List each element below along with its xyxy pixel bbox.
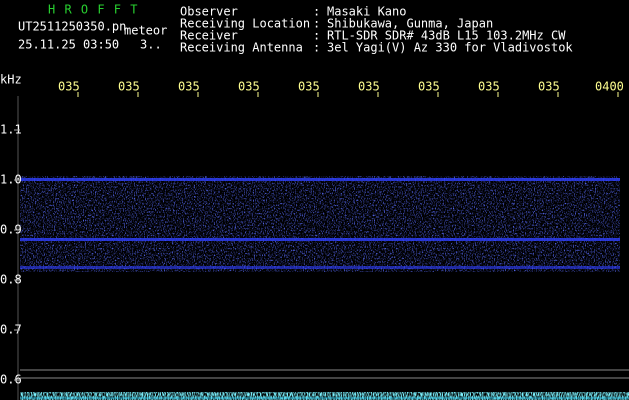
signal-trace [20, 392, 629, 400]
info-value: RTL-SDR SDR# 43dB L15 103.2MHz CW [327, 29, 566, 43]
noise-band [20, 176, 620, 272]
mode: meteor [124, 24, 167, 38]
info-separator: : [313, 41, 320, 55]
time-label: 035 [418, 80, 440, 94]
time-label: 035 [358, 80, 380, 94]
file-name: UT2511250350.pn [18, 20, 126, 34]
info-separator: : [313, 29, 320, 43]
carrier-line [20, 238, 620, 241]
frequency-label: 1.1 [0, 123, 22, 137]
time-label: 035 [178, 80, 200, 94]
time-label: 0400 [595, 80, 624, 94]
info-label: Receiver [180, 29, 238, 43]
frequency-label: 1.0 [0, 173, 22, 187]
frequency-label: 0.9 [0, 223, 22, 237]
time-label: 035 [538, 80, 560, 94]
frequency-label: 0.6 [0, 373, 22, 387]
time-label: 035 [118, 80, 140, 94]
info-label: Receiving Location [180, 17, 310, 31]
datetime: 25.11.25 03:50 [18, 38, 119, 52]
extra: 3.. [140, 38, 162, 52]
info-label: Receiving Antenna [180, 41, 303, 55]
carrier-line [20, 178, 620, 181]
info-value: Shibukawa, Gunma, Japan [327, 17, 493, 31]
time-label: 035 [478, 80, 500, 94]
time-label: 035 [298, 80, 320, 94]
program-name: H R O F F T [48, 3, 138, 17]
unit: kHz [0, 73, 22, 87]
info-value: Masaki Kano [327, 5, 406, 19]
frequency-label: 0.7 [0, 323, 22, 337]
frequency-label: 0.8 [0, 273, 22, 287]
info-separator: : [313, 5, 320, 19]
info-separator: : [313, 17, 320, 31]
time-label: 035 [238, 80, 260, 94]
info-value: 3el Yagi(V) Az 330 for Vladivostok [327, 41, 573, 55]
info-label: Observer [180, 5, 238, 19]
carrier-line [20, 266, 620, 269]
time-label: 035 [58, 80, 80, 94]
